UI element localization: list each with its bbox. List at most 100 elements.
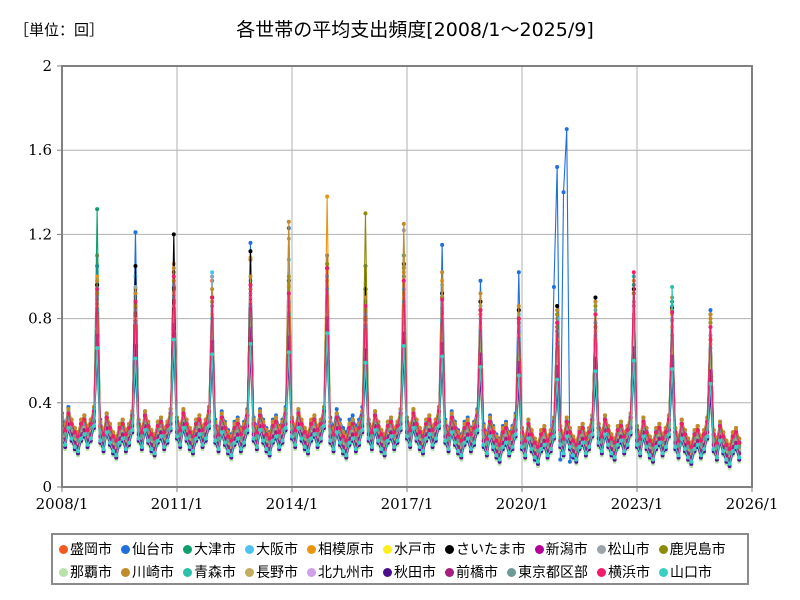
legend-item-松山市[interactable]: 松山市: [596, 543, 650, 557]
data-point: [254, 445, 259, 449]
data-point: [155, 423, 160, 428]
data-point: [219, 411, 224, 416]
data-point: [472, 440, 477, 445]
data-point: [213, 438, 218, 443]
data-point: [478, 308, 483, 313]
data-point: [465, 421, 470, 426]
data-point: [523, 442, 528, 447]
data-point: [427, 417, 432, 422]
data-point: [155, 419, 160, 424]
legend-item-前橋市[interactable]: 前橋市: [445, 566, 498, 580]
data-point: [446, 436, 451, 441]
data-point: [331, 432, 336, 437]
data-point: [395, 428, 400, 433]
data-point: [708, 325, 713, 330]
legend-item-青森市[interactable]: 青森市: [183, 566, 236, 580]
data-point: [357, 440, 362, 445]
data-point: [200, 432, 205, 437]
data-point: [264, 432, 269, 437]
legend-item-相模原市[interactable]: 相模原市: [307, 543, 374, 557]
data-point: [286, 291, 291, 296]
data-point: [309, 421, 314, 426]
legend-item-山口市[interactable]: 山口市: [659, 566, 712, 580]
data-point: [270, 419, 275, 424]
legend-label: 東京都区部: [518, 564, 588, 581]
data-point: [650, 447, 655, 452]
data-point: [724, 442, 729, 447]
legend-item-北九州市[interactable]: 北九州市: [307, 566, 374, 580]
data-point: [331, 447, 336, 452]
data-point: [82, 432, 87, 437]
legend-marker-icon: [245, 545, 254, 554]
data-point: [350, 421, 355, 426]
data-point: [532, 455, 537, 460]
data-point: [337, 440, 342, 445]
data-point: [657, 426, 662, 431]
data-point: [369, 434, 374, 439]
data-point: [609, 440, 614, 445]
legend-item-東京都区部[interactable]: 東京都区部: [507, 566, 588, 580]
data-point: [702, 436, 707, 441]
legend-item-長野市[interactable]: 長野市: [245, 566, 298, 580]
data-point: [363, 303, 368, 308]
legend-item-横浜市[interactable]: 横浜市: [597, 566, 650, 580]
legend-item-さいたま市[interactable]: さいたま市: [445, 543, 526, 557]
legend-item-大津市[interactable]: 大津市: [183, 543, 236, 557]
x-axis-tick-label: 2017/1: [381, 495, 434, 513]
data-point: [398, 426, 403, 431]
data-point: [494, 438, 499, 443]
legend-item-鹿児島市[interactable]: 鹿児島市: [658, 543, 726, 557]
data-point: [465, 436, 470, 441]
data-point: [641, 419, 646, 424]
data-point: [79, 421, 84, 426]
data-point: [101, 447, 106, 452]
data-point: [414, 436, 419, 441]
data-point: [95, 274, 100, 279]
data-point: [596, 440, 601, 445]
data-point: [66, 407, 71, 412]
data-point: [334, 411, 339, 416]
data-point: [258, 409, 263, 414]
data-point: [504, 436, 509, 441]
data-point: [452, 440, 457, 445]
data-point: [571, 442, 576, 447]
data-point: [599, 434, 604, 439]
legend-item-仙台市[interactable]: 仙台市: [121, 543, 174, 557]
data-point: [347, 440, 352, 445]
legend-item-盛岡市[interactable]: 盛岡市: [59, 543, 112, 557]
data-point: [529, 432, 534, 437]
data-point: [350, 413, 355, 418]
data-point: [545, 442, 550, 447]
chart-legend: 盛岡市 仙台市 大津市 大阪市 相模原市 水戸市 さいたま市 新潟市 松山市 鹿児島市那覇市 川崎市…: [51, 533, 749, 585]
legend-item-大阪市[interactable]: 大阪市: [245, 543, 298, 557]
data-point: [235, 436, 240, 441]
data-point: [79, 417, 84, 422]
line-chart-svg: 0 0.4 0.8 1.2 1.6 2 2008/1 2011/1 2014/1 2017/1 20…: [28, 57, 778, 513]
data-point: [628, 415, 633, 420]
data-point: [379, 432, 384, 437]
data-point: [555, 308, 560, 313]
legend-item-川崎市[interactable]: 川崎市: [121, 566, 174, 580]
data-point: [235, 421, 240, 426]
data-point: [535, 449, 540, 454]
data-point: [523, 438, 528, 443]
data-point: [734, 426, 739, 431]
legend-item-秋田市[interactable]: 秋田市: [383, 566, 436, 580]
data-point: [318, 426, 323, 431]
data-point: [363, 295, 368, 300]
data-point: [130, 428, 135, 433]
data-point: [433, 436, 438, 441]
data-point: [737, 455, 742, 460]
legend-item-水戸市[interactable]: 水戸市: [383, 543, 436, 557]
data-point: [95, 346, 100, 351]
data-point: [114, 442, 119, 447]
data-point: [190, 449, 195, 454]
data-point: [666, 417, 671, 422]
legend-item-新潟市[interactable]: 新潟市: [534, 543, 588, 557]
data-point: [152, 436, 157, 441]
data-point: [238, 436, 243, 441]
data-point: [504, 440, 509, 445]
data-point: [341, 449, 346, 454]
legend-item-那覇市[interactable]: 那覇市: [59, 566, 112, 580]
data-point: [692, 428, 697, 433]
